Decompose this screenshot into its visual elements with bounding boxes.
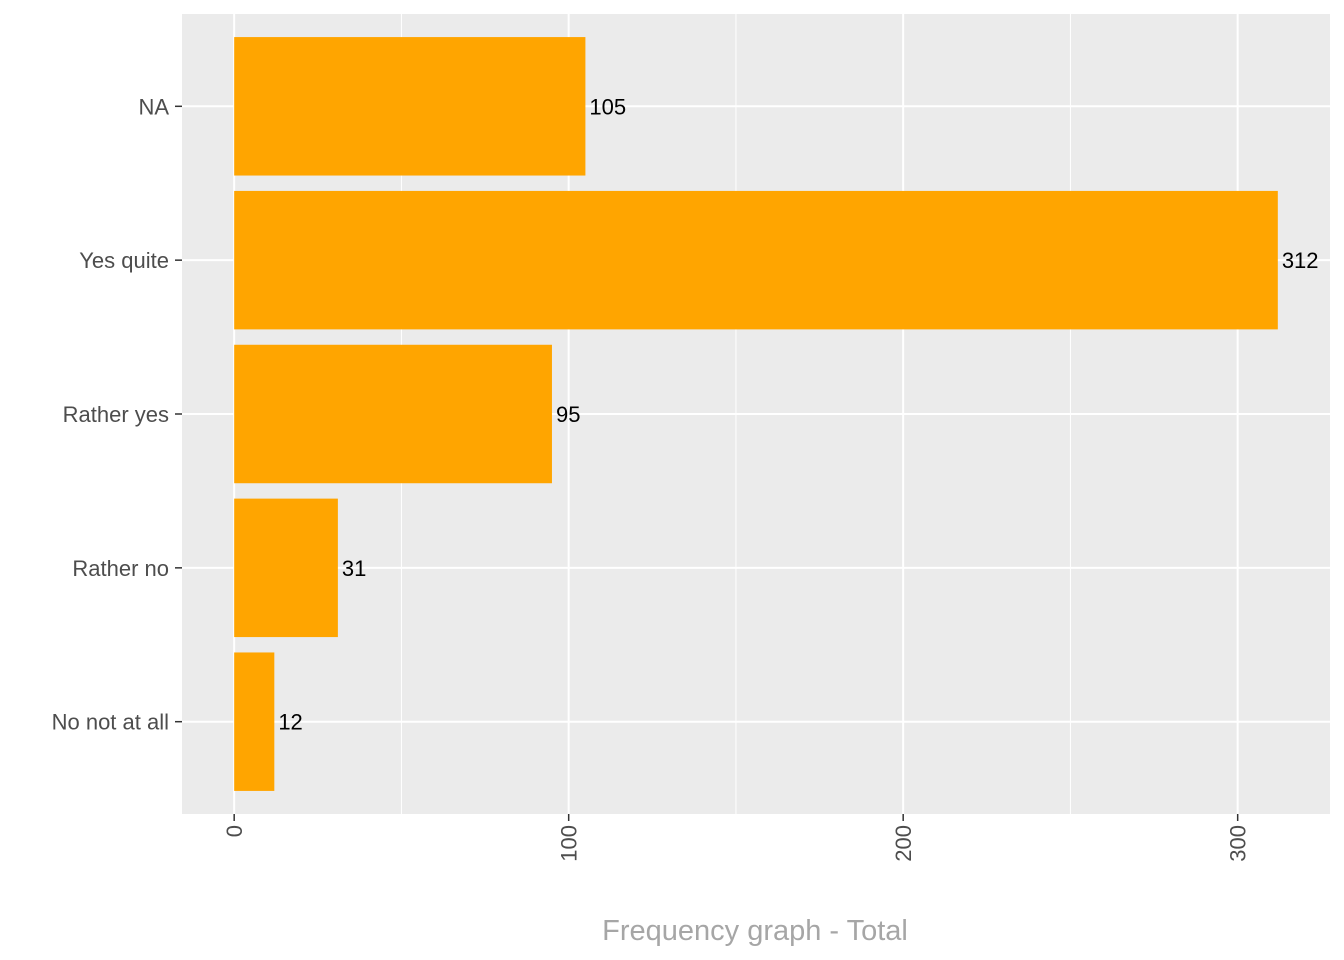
x-tick-label: 100 xyxy=(557,825,582,862)
x-tick-label: 200 xyxy=(891,825,916,862)
y-tick-label: Rather yes xyxy=(63,402,169,427)
x-axis-title: Frequency graph - Total xyxy=(602,915,908,947)
bar xyxy=(234,498,338,638)
x-tick-label: 300 xyxy=(1226,825,1251,862)
y-tick-label: Rather no xyxy=(72,556,169,581)
bar xyxy=(234,652,275,791)
data-label: 105 xyxy=(589,94,626,119)
bars-group xyxy=(234,37,1278,791)
y-tick-label: NA xyxy=(138,94,169,119)
bar xyxy=(234,190,1278,330)
y-tick-label: Yes quite xyxy=(79,248,169,273)
y-tick-label: No not at all xyxy=(52,710,169,735)
x-tick-label: 0 xyxy=(222,825,247,837)
data-labels-group: 12 31 95 312 105 xyxy=(278,94,1318,734)
data-label: 95 xyxy=(556,402,580,427)
bar xyxy=(234,37,586,176)
x-axis: 0 100 200 300 xyxy=(222,814,1251,862)
data-label: 12 xyxy=(278,710,302,735)
y-axis: No not at all Rather no Rather yes Yes quit… xyxy=(52,94,182,735)
bar xyxy=(234,344,552,484)
data-label: 312 xyxy=(1282,248,1319,273)
data-label: 31 xyxy=(342,556,366,581)
